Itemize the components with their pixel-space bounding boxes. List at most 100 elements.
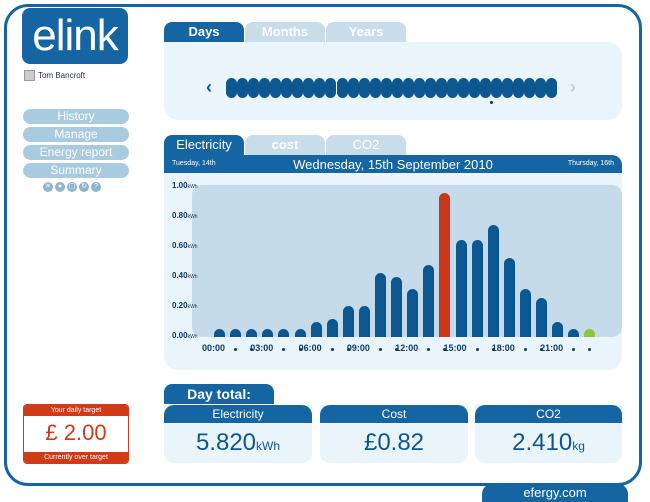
x-tick-dot — [298, 348, 302, 351]
tab-cost[interactable]: cost — [245, 135, 325, 155]
day-segment[interactable] — [292, 78, 304, 98]
chart-bar[interactable] — [358, 305, 370, 337]
chart-bar[interactable] — [471, 239, 483, 337]
nav-manage[interactable]: Manage — [23, 127, 129, 142]
nav-energy-report[interactable]: Energy report — [23, 145, 129, 160]
electricity-total-card: Electricity 5.820kWh — [164, 405, 312, 463]
day-segment[interactable] — [413, 78, 425, 98]
chart-bar[interactable] — [262, 329, 274, 337]
day-segment[interactable] — [546, 78, 558, 98]
tab-years[interactable]: Years — [326, 22, 406, 42]
chart-bar[interactable] — [278, 329, 290, 337]
day-segment[interactable] — [402, 78, 414, 98]
chart-bar[interactable] — [536, 298, 547, 337]
day-segment[interactable] — [314, 78, 326, 98]
chart-bar[interactable] — [439, 193, 451, 337]
close-icon[interactable]: ✕ — [43, 182, 53, 192]
day-segment[interactable] — [447, 78, 458, 98]
x-tick-dot — [572, 348, 576, 351]
day-segment[interactable] — [358, 78, 370, 98]
x-tick-dot — [491, 348, 495, 351]
chart-bar[interactable] — [391, 277, 403, 337]
day-segment[interactable] — [347, 78, 359, 98]
day-segment[interactable] — [380, 78, 392, 98]
tab-months[interactable]: Months — [245, 22, 325, 42]
day-segment[interactable] — [248, 78, 260, 98]
next-arrow-icon[interactable]: › — [570, 77, 576, 97]
day-segment[interactable] — [325, 78, 337, 98]
day-total-title: Day total: — [164, 384, 274, 404]
chart-bar[interactable] — [584, 329, 596, 337]
chart-plot-area — [192, 185, 622, 337]
chart-bar[interactable] — [568, 329, 580, 337]
next-day-link[interactable]: Thursday, 16th — [567, 160, 614, 167]
x-tick-label: 00:00 — [202, 343, 226, 353]
x-tick-label: 12:00 — [395, 343, 419, 353]
y-tick-label: 0.00kWh — [172, 331, 198, 340]
day-segment[interactable] — [270, 78, 282, 98]
day-segment[interactable] — [424, 78, 436, 98]
day-segment[interactable] — [535, 78, 547, 98]
day-segment[interactable] — [458, 78, 470, 98]
day-segment[interactable] — [513, 78, 525, 98]
day-segment[interactable] — [303, 78, 315, 98]
refresh-icon[interactable]: ↻ — [79, 182, 89, 192]
day-segment[interactable] — [281, 78, 293, 98]
screen-icon[interactable]: ▢ — [67, 182, 77, 192]
chart-bar[interactable] — [230, 329, 242, 337]
user-info: Tom Bancroft — [24, 70, 85, 81]
chart-bar[interactable] — [423, 265, 435, 337]
chart-bar[interactable] — [246, 329, 258, 337]
usage-chart: 1.00kWh 0.80kWh 0.60kWh 0.40kWh 0.20kWh 0.00k… — [164, 173, 622, 370]
card-value: £0.82 — [363, 429, 425, 456]
day-segment[interactable] — [435, 78, 447, 98]
nav-summary[interactable]: Summary — [23, 163, 129, 178]
tab-co2[interactable]: CO2 — [326, 135, 406, 155]
help-icon[interactable]: ? — [91, 182, 101, 192]
day-segment[interactable] — [391, 78, 403, 98]
chart-bar[interactable] — [310, 322, 322, 337]
prev-day-link[interactable]: Tuesday, 14th — [172, 160, 216, 167]
day-segment[interactable] — [469, 78, 481, 98]
record-icon[interactable]: ● — [55, 182, 65, 192]
chart-bar[interactable] — [503, 257, 515, 337]
tab-electricity[interactable]: Electricity — [164, 135, 244, 155]
prev-arrow-icon[interactable]: ‹ — [206, 77, 212, 97]
chart-bar[interactable] — [326, 319, 338, 337]
chart-bar[interactable] — [342, 305, 354, 337]
target-amount: £ 2.00 — [45, 420, 107, 445]
day-segment[interactable] — [480, 78, 492, 98]
chart-bar[interactable] — [214, 329, 225, 337]
day-segment[interactable] — [259, 78, 271, 98]
x-tick-dot — [330, 348, 334, 351]
nav-history[interactable]: History — [23, 109, 129, 124]
chart-bar[interactable] — [455, 239, 467, 337]
nav-icon-row: ✕ ● ▢ ↻ ? — [43, 182, 101, 192]
x-tick-label: 06:00 — [298, 343, 322, 353]
selected-day-marker — [490, 101, 493, 104]
target-title: Your daily target — [24, 405, 128, 416]
day-segment[interactable] — [524, 78, 536, 98]
period-tabs: Years Months Days — [164, 22, 406, 42]
day-segment[interactable] — [237, 78, 249, 98]
chart-bar[interactable] — [375, 272, 386, 337]
chart-bar[interactable] — [294, 329, 306, 337]
tab-days[interactable]: Days — [164, 22, 244, 42]
chart-bar[interactable] — [552, 322, 564, 337]
chart-bar[interactable] — [519, 289, 531, 337]
current-date: Wednesday, 15th September 2010 — [293, 157, 493, 172]
x-tick-dot — [234, 348, 238, 351]
x-tick-dot — [282, 348, 286, 351]
day-segment[interactable] — [369, 78, 381, 98]
card-value: 5.820kWh — [195, 429, 281, 456]
chart-bar[interactable] — [407, 289, 419, 337]
day-segment[interactable] — [226, 78, 237, 98]
day-segment[interactable] — [502, 78, 514, 98]
chart-bar[interactable] — [487, 224, 499, 337]
x-tick-label: 09:00 — [346, 343, 370, 353]
day-segment[interactable] — [336, 78, 348, 98]
y-tick-label: 0.60kWh — [172, 241, 198, 250]
user-name: Tom Bancroft — [38, 71, 86, 80]
x-tick-label: 15:00 — [443, 343, 467, 353]
day-segment[interactable] — [491, 78, 503, 98]
